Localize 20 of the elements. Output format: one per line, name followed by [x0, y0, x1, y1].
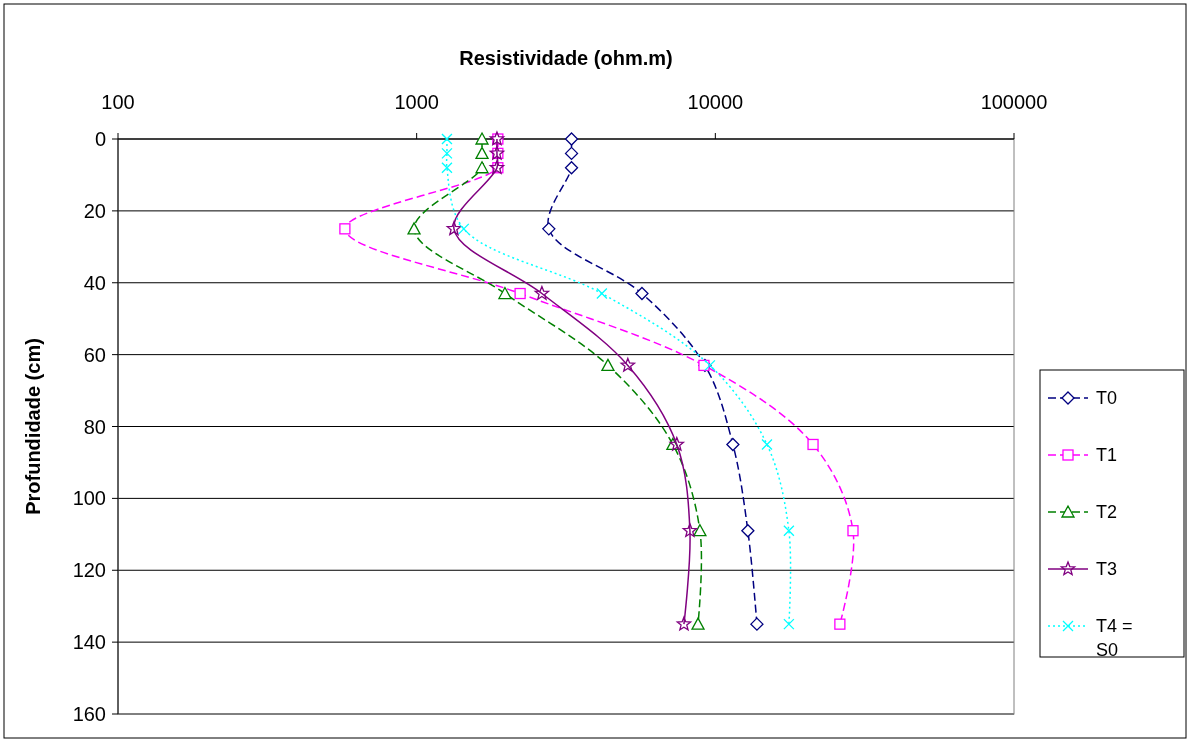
y-axis-title: Profundidade (cm)	[22, 338, 44, 515]
x-tick-label: 100	[101, 91, 135, 113]
legend-label: T2	[1096, 502, 1118, 523]
y-tick-label: 120	[72, 559, 106, 582]
legend-label: T3	[1096, 559, 1118, 580]
x-tick-label: 100000	[980, 91, 1048, 113]
y-tick-label: 160	[72, 703, 106, 725]
y-tick-label: 0	[94, 128, 106, 150]
x-axis-title: Resistividade (ohm.m)	[459, 47, 673, 69]
x-tick-label: 10000	[687, 91, 744, 113]
legend-label: T1	[1096, 445, 1118, 466]
x-tick-label: 1000	[394, 91, 439, 113]
y-tick-label: 80	[83, 415, 106, 438]
y-tick-label: 40	[83, 271, 106, 294]
y-tick-label: 20	[83, 199, 106, 222]
y-tick-label: 60	[83, 343, 106, 366]
legend-label: T0	[1096, 388, 1118, 409]
y-tick-label: 100	[72, 487, 106, 510]
y-tick-label: 140	[72, 631, 106, 654]
legend-label: T4 = S0	[1096, 616, 1133, 660]
